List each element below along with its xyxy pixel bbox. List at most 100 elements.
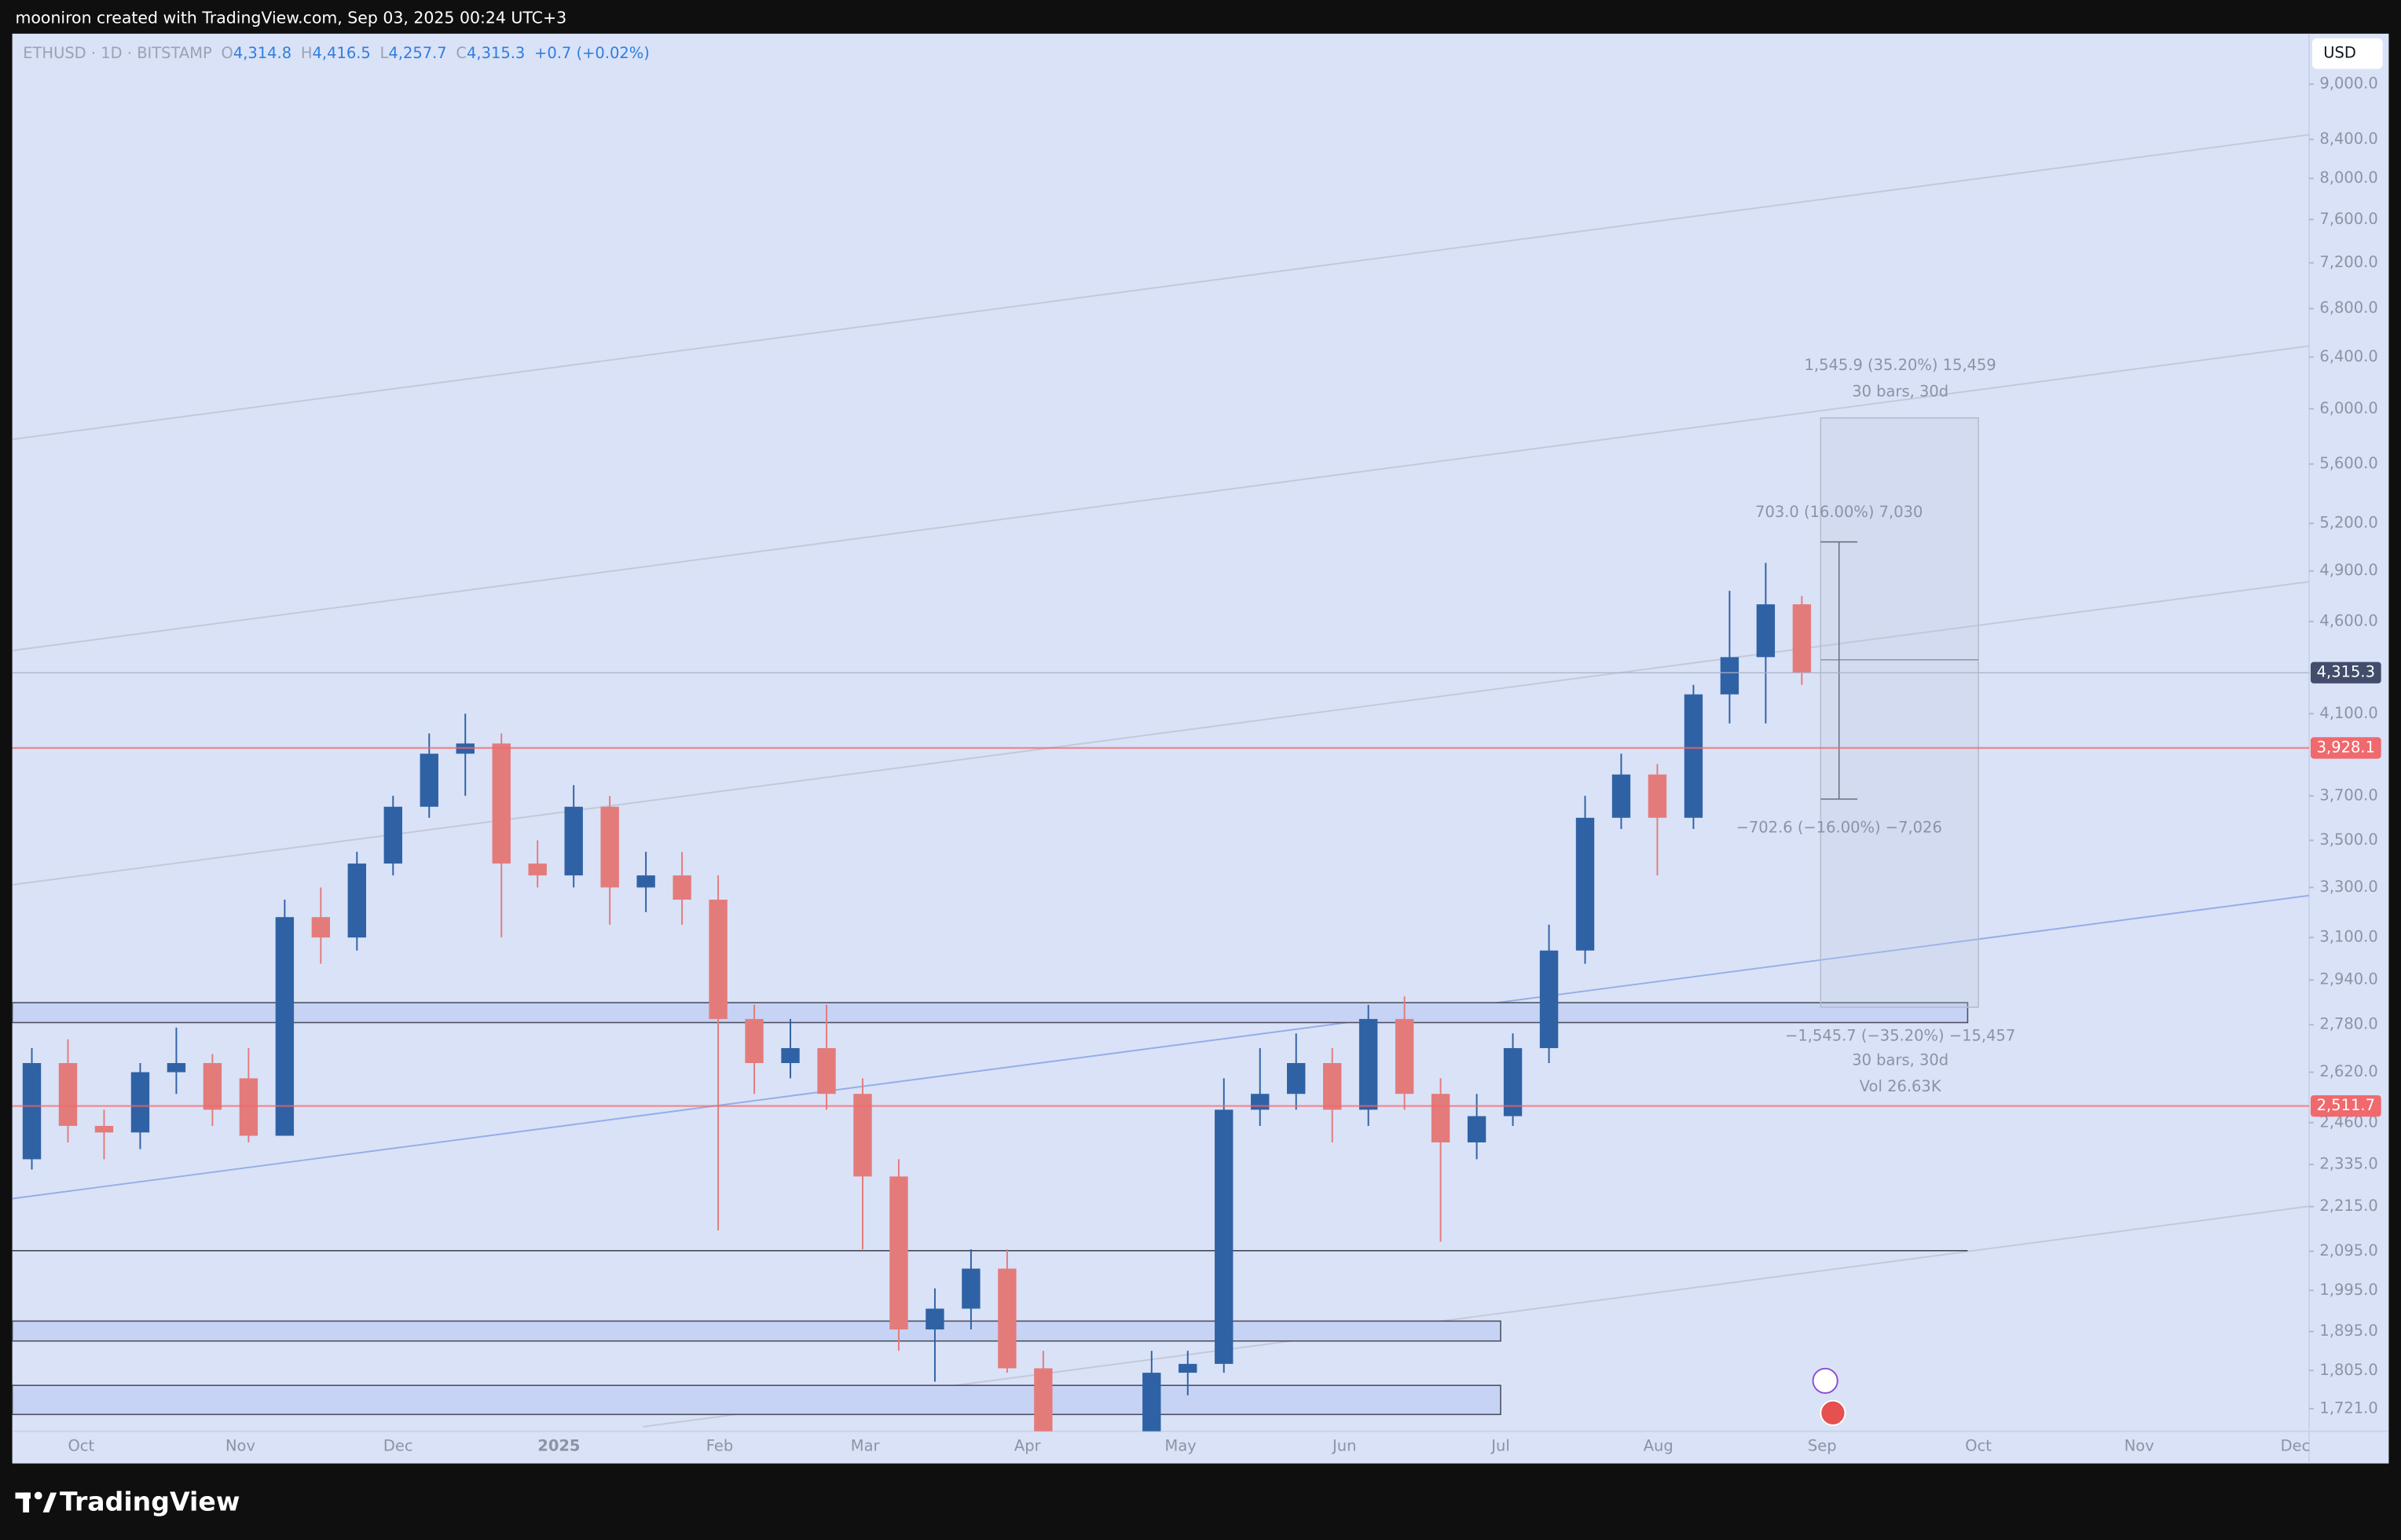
candle-body xyxy=(420,754,438,807)
candle-body xyxy=(1720,657,1739,695)
y-tick-label: 1,721.0 xyxy=(2319,1399,2377,1417)
candle-body xyxy=(239,1078,258,1136)
candle-body xyxy=(636,875,655,888)
logo: TradingView xyxy=(15,1487,240,1517)
legend-item: 4,315.3 xyxy=(467,44,525,62)
y-tick-label: 3,700.0 xyxy=(2319,786,2377,804)
price-badge xyxy=(2311,1094,2381,1117)
y-tick-label: 1,995.0 xyxy=(2319,1281,2377,1299)
y-tick-label: 4,600.0 xyxy=(2319,612,2377,630)
zone xyxy=(12,1320,1501,1342)
candle-body xyxy=(1684,694,1703,818)
price-badge xyxy=(2311,737,2381,759)
x-tick-label: Dec xyxy=(383,1437,413,1455)
candle-body xyxy=(94,1125,114,1133)
legend-item: 4,314.8 xyxy=(233,44,291,62)
event-icon[interactable] xyxy=(1812,1367,1838,1394)
logo-mark xyxy=(23,1492,30,1512)
candle-body xyxy=(1756,604,1776,658)
trendline xyxy=(12,894,2310,1200)
candle-body xyxy=(311,917,331,938)
zone xyxy=(12,1002,1969,1024)
x-tick-label: Nov xyxy=(2124,1437,2154,1455)
candle-body xyxy=(1539,950,1559,1048)
x-tick-label: Jun xyxy=(1332,1437,1356,1455)
y-tick-label: 6,800.0 xyxy=(2319,299,2377,317)
y-tick-label: 1,895.0 xyxy=(2319,1322,2377,1340)
annotation: 1,545.9 (35.20%) 15,459 xyxy=(1805,356,1996,374)
y-tick-label: 3,300.0 xyxy=(2319,878,2377,896)
candle-body xyxy=(1431,1094,1450,1142)
y-tick-label: 9,000.0 xyxy=(2319,75,2377,93)
annotation: 703.0 (16.00%) 7,030 xyxy=(1755,503,1923,521)
candle-body xyxy=(1215,1109,1233,1364)
x-tick-label: May xyxy=(1165,1437,1197,1455)
candle-body xyxy=(528,864,547,876)
candle-body xyxy=(1395,1018,1414,1094)
candle-body xyxy=(745,1018,764,1064)
annotation: −1,545.7 (−35.20%) −15,457 xyxy=(1785,1027,2015,1045)
candle-body xyxy=(130,1072,150,1133)
y-tick-label: 5,200.0 xyxy=(2319,514,2377,532)
logo-mark xyxy=(42,1492,57,1512)
currency-label[interactable]: USD xyxy=(2323,44,2356,62)
candle-body xyxy=(853,1094,872,1177)
candle-body xyxy=(1322,1063,1342,1110)
candle-body xyxy=(926,1308,944,1330)
candle-body xyxy=(1034,1368,1053,1432)
x-tick-label: Jul xyxy=(1490,1437,1510,1455)
y-tick-label: 2,095.0 xyxy=(2319,1241,2377,1260)
x-tick-label: 2025 xyxy=(537,1437,580,1455)
candle-body xyxy=(1792,604,1812,673)
candle-body xyxy=(1467,1116,1486,1142)
drawings xyxy=(12,134,2310,1428)
candle-body xyxy=(1251,1094,1270,1110)
candle-body xyxy=(203,1063,222,1110)
y-tick-label: 2,620.0 xyxy=(2319,1062,2377,1080)
y-tick-label: 7,200.0 xyxy=(2319,253,2377,271)
candle-body xyxy=(564,806,583,876)
y-tick-label: 2,215.0 xyxy=(2319,1197,2377,1215)
x-tick-label: Sep xyxy=(1808,1437,1837,1455)
x-tick-label: Apr xyxy=(1014,1437,1041,1455)
candle-body xyxy=(383,806,402,864)
legend-item: +0.7 (+0.02%) xyxy=(534,44,650,62)
x-tick-label: Nov xyxy=(225,1437,255,1455)
y-tick-label: 8,000.0 xyxy=(2319,169,2377,187)
candle-body xyxy=(1142,1373,1161,1432)
y-tick-label: 1,805.0 xyxy=(2319,1361,2377,1379)
x-tick-label: Dec xyxy=(2281,1437,2311,1455)
x-tick-label: Mar xyxy=(851,1437,880,1455)
currency-button[interactable] xyxy=(2311,38,2383,69)
price-badge xyxy=(2311,662,2381,684)
x-tick-label: Aug xyxy=(1644,1437,1673,1455)
annotation: 30 bars, 30d xyxy=(1852,382,1948,400)
y-tick-label: 4,900.0 xyxy=(2319,561,2377,579)
candle-body xyxy=(1575,817,1595,951)
y-tick-label: 3,100.0 xyxy=(2319,928,2377,946)
y-tick-label: 2,335.0 xyxy=(2319,1154,2377,1172)
price-badge-label: 4,315.3 xyxy=(2317,663,2375,681)
x-tick-label: Oct xyxy=(1965,1437,1992,1455)
y-tick-label: 7,600.0 xyxy=(2319,210,2377,228)
candle-body xyxy=(600,806,619,888)
trendline xyxy=(12,134,2310,441)
y-tick-label: 2,460.0 xyxy=(2319,1113,2377,1131)
candle-body xyxy=(1287,1063,1306,1094)
price-badge-label: 2,511.7 xyxy=(2317,1096,2375,1114)
logo-mark xyxy=(34,1491,42,1500)
event-icon[interactable] xyxy=(1820,1399,1846,1426)
y-tick-label: 4,100.0 xyxy=(2319,704,2377,722)
legend-item: H xyxy=(301,44,313,62)
candle-body xyxy=(58,1063,78,1126)
x-tick-label: Oct xyxy=(68,1437,94,1455)
y-tick-label: 8,400.0 xyxy=(2319,130,2377,148)
candle-body xyxy=(1611,774,1631,818)
trendline xyxy=(12,345,2310,651)
legend-item: L xyxy=(380,44,389,62)
candle-body xyxy=(709,900,728,1019)
y-tick-label: 5,600.0 xyxy=(2319,454,2377,472)
measure-box xyxy=(1820,417,1979,1008)
candle-body xyxy=(962,1268,981,1309)
annotation: 30 bars, 30d xyxy=(1852,1051,1948,1069)
